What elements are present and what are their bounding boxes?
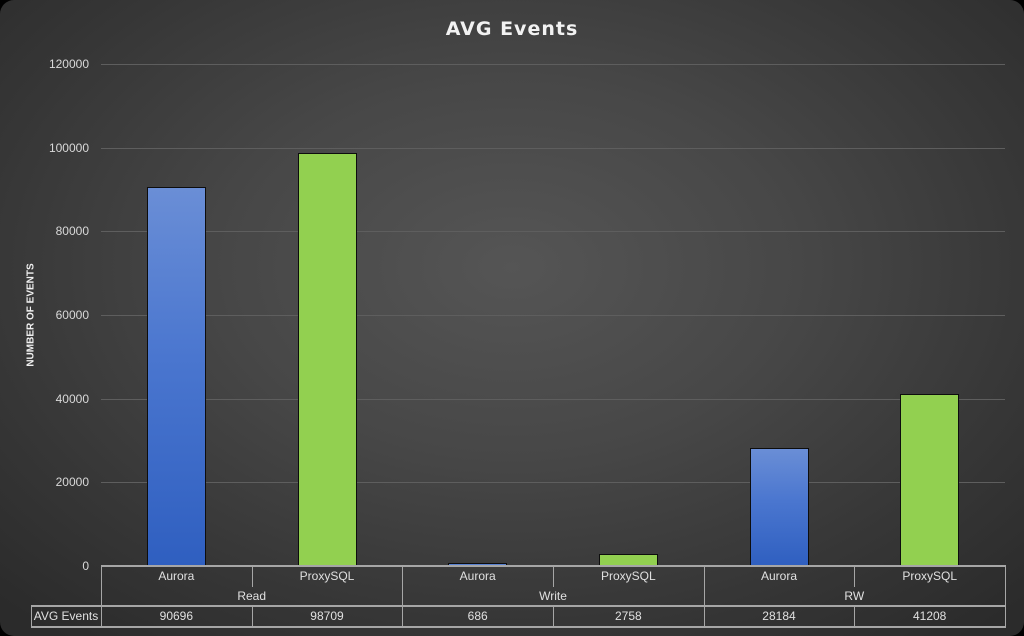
gridline — [101, 399, 1005, 400]
table-border — [553, 606, 554, 627]
category-label: ProxySQL — [600, 569, 656, 583]
table-border — [1005, 566, 1006, 627]
table-row-label: AVG Events — [33, 609, 99, 623]
table-border — [101, 606, 102, 627]
group-label: RW — [844, 589, 865, 603]
table-border — [251, 566, 253, 587]
gridline — [101, 315, 1005, 316]
bar-proxysql-read — [297, 153, 357, 567]
category-label: ProxySQL — [902, 569, 957, 583]
table-border — [402, 606, 404, 627]
table-value: 686 — [467, 609, 488, 623]
category-label: Aurora — [158, 569, 195, 583]
y-tick-label: 20000 — [55, 475, 89, 490]
table-border — [31, 606, 32, 627]
table-border — [402, 566, 404, 627]
y-tick-label: 60000 — [55, 308, 89, 322]
category-label: Aurora — [760, 569, 797, 583]
y-tick-label: 80000 — [55, 224, 89, 239]
table-border — [31, 605, 1006, 607]
category-label: ProxySQL — [299, 569, 355, 583]
gridline — [101, 231, 1005, 232]
group-label: Read — [237, 589, 266, 603]
table-value: 2758 — [614, 609, 642, 623]
category-label: Aurora — [459, 569, 496, 583]
bar-aurora-read — [146, 186, 206, 567]
table-value: 41208 — [912, 609, 947, 623]
table-border — [251, 606, 253, 627]
table-value: 98709 — [310, 609, 344, 623]
y-tick-label: 120000 — [48, 57, 89, 71]
table-border — [31, 626, 1006, 628]
table-border — [854, 606, 856, 627]
table-value: 90696 — [159, 609, 194, 623]
y-tick-label: 40000 — [55, 391, 89, 406]
gridline — [101, 64, 1005, 65]
group-label: Write — [539, 589, 567, 603]
gridline — [101, 482, 1005, 483]
table-border — [703, 606, 705, 627]
bar-aurora-rw — [749, 448, 809, 567]
y-tick-label: 100000 — [48, 140, 89, 155]
table-value: 28184 — [762, 609, 796, 623]
table-border — [101, 566, 102, 627]
table-border — [553, 566, 554, 587]
y-tick-label: 0 — [82, 559, 89, 573]
bar-proxysql-rw — [900, 393, 960, 567]
chart-title: AVG Events — [445, 18, 579, 40]
gridline — [101, 148, 1005, 149]
y-axis-label: NUMBER OF EVENTS — [25, 263, 37, 367]
table-border — [854, 566, 856, 587]
table-border — [703, 566, 705, 627]
